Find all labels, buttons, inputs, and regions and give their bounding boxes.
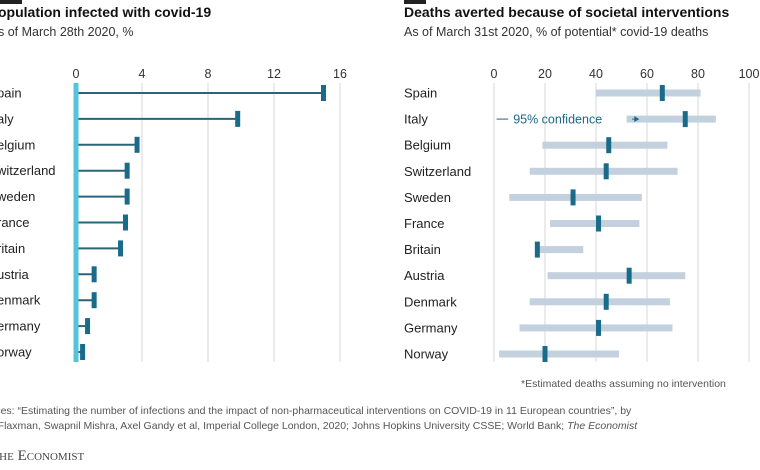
right-chart: 0 20 40 60 80 100 Spain Italy Belgium Switzerland… — [404, 67, 760, 362]
right-x-tick-label: 80 — [691, 67, 705, 81]
right-estimate-marker — [603, 163, 609, 180]
right-category-label: Italy — [404, 112, 428, 127]
left-category-label: ustria — [0, 267, 30, 282]
confidence-annotation: 95% confidence — [513, 113, 602, 127]
right-title-bar — [404, 0, 426, 4]
right-estimate-marker — [570, 189, 576, 206]
left-value-marker — [123, 214, 128, 231]
right-estimate-marker — [603, 293, 609, 310]
left-x-tick-label: 0 — [73, 67, 80, 81]
right-estimate-marker — [606, 137, 612, 154]
right-confidence-band — [537, 246, 584, 254]
left-x-tick-label: 8 — [205, 67, 212, 81]
right-category-label: Norway — [404, 347, 449, 362]
right-confidence-band — [519, 324, 673, 332]
left-value-marker — [85, 318, 91, 335]
right-category-label: France — [404, 216, 444, 231]
left-x-tick-label: 12 — [267, 67, 281, 81]
sources-line-2-text: th Flaxman, Swapnil Mishra, Axel Gandy e… — [0, 420, 568, 432]
right-estimate-marker — [534, 241, 540, 258]
left-category-label: pain — [0, 86, 22, 101]
right-confidence-band — [499, 350, 619, 358]
sources-note: urces: “Estimating the number of infecti… — [0, 404, 756, 434]
right-confidence-band — [529, 298, 670, 306]
right-confidence-band — [550, 220, 640, 227]
right-category-label: Spain — [404, 86, 437, 101]
right-chart-subtitle: As of March 31st 2020, % of potential* c… — [404, 25, 709, 39]
left-category-label: rance — [0, 215, 30, 230]
sources-line-2: th Flaxman, Swapnil Mishra, Axel Gandy e… — [0, 419, 756, 434]
right-x-tick-label: 60 — [640, 67, 654, 81]
right-category-label: Austria — [404, 268, 445, 283]
right-chart-title: Deaths averted because of societal inter… — [404, 4, 730, 20]
right-footnote: *Estimated deaths assuming no interventi… — [521, 378, 726, 390]
left-value-marker — [134, 136, 140, 153]
right-x-tick-label: 0 — [491, 67, 498, 81]
right-confidence-band — [547, 272, 686, 280]
left-category-label: ritain — [0, 241, 25, 256]
left-x-tick-label: 4 — [139, 67, 146, 81]
right-x-tick-label: 40 — [589, 67, 603, 81]
left-category-label: ermany — [0, 319, 41, 334]
right-estimate-marker — [596, 215, 602, 232]
logo-rest: he Economist — [0, 448, 85, 464]
left-value-marker — [321, 85, 326, 101]
left-value-marker — [80, 344, 86, 360]
right-estimate-marker — [659, 85, 665, 101]
left-value-marker — [124, 162, 130, 179]
right-confidence-band — [529, 167, 678, 175]
right-confidence-band — [596, 89, 701, 97]
left-chart: 0 4 8 12 16 pain aly elgium witzerland weden rance… — [0, 67, 347, 362]
left-chart-subtitle: s of March 28th 2020, % — [0, 25, 134, 39]
left-category-label: weden — [0, 189, 35, 204]
right-confidence-band — [542, 141, 668, 149]
economist-logo: The Economist — [0, 448, 84, 465]
left-title-bar — [0, 0, 22, 4]
left-category-label: aly — [0, 111, 14, 126]
left-value-marker — [235, 110, 241, 127]
left-value-marker — [124, 188, 130, 205]
left-category-label: elgium — [0, 137, 35, 152]
left-category-label: orway — [0, 345, 32, 360]
left-value-marker — [91, 266, 97, 283]
left-chart-title: opulation infected with covid-19 — [0, 4, 212, 20]
left-value-marker — [118, 240, 124, 257]
right-x-tick-label: 100 — [739, 67, 760, 81]
right-category-label: Denmark — [404, 294, 457, 309]
left-category-label: enmark — [0, 293, 41, 308]
sources-line-1: urces: “Estimating the number of infecti… — [0, 405, 632, 417]
right-x-tick-label: 20 — [538, 67, 552, 81]
right-estimate-marker — [626, 267, 632, 284]
left-value-marker — [91, 292, 97, 309]
right-category-label: Belgium — [404, 138, 451, 153]
right-confidence-band — [509, 193, 642, 201]
right-estimate-marker — [596, 319, 602, 336]
left-category-label: witzerland — [0, 163, 56, 178]
annotation-arrow-icon — [634, 116, 640, 123]
right-estimate-marker — [682, 111, 688, 128]
right-category-label: Germany — [404, 320, 458, 335]
right-estimate-marker — [542, 346, 548, 362]
sources-publication: The Economist — [567, 420, 638, 432]
right-category-label: Switzerland — [404, 164, 471, 179]
right-category-label: Britain — [404, 242, 441, 257]
right-confidence-band — [626, 115, 716, 123]
right-category-label: Sweden — [404, 190, 451, 205]
left-x-tick-label: 16 — [333, 67, 347, 81]
